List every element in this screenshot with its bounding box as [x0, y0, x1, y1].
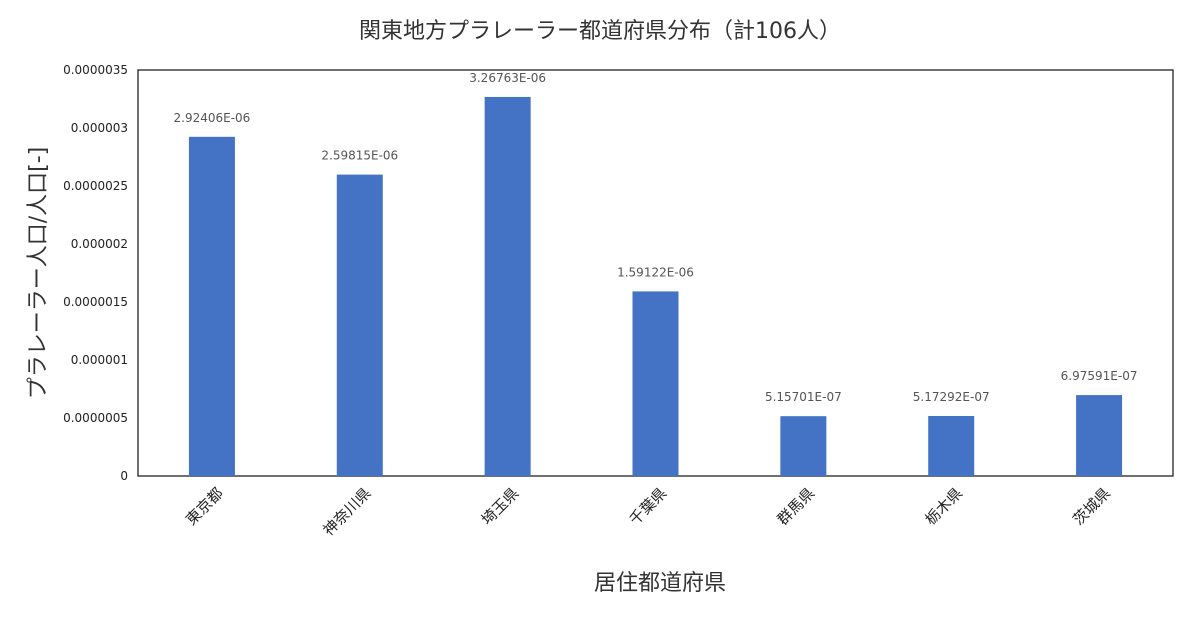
x-tick-label: 茨城県 — [1069, 484, 1114, 529]
y-tick-label: 0.0000025 — [63, 179, 128, 193]
y-tick-label: 0.0000015 — [63, 295, 128, 309]
chart-title: 関東地方プラレーラー都道府県分布（計106人） — [359, 19, 841, 44]
data-label: 6.97591E-07 — [1061, 369, 1138, 383]
bar — [1076, 395, 1123, 476]
y-tick-label: 0.000001 — [71, 353, 128, 367]
data-labels: 2.92406E-06 2.59815E-06 3.26763E-06 1.59122… — [174, 71, 1138, 404]
x-axis: 東京都 神奈川県 埼玉県 千葉県 群馬県 栃木県 茨城県 — [182, 484, 1114, 539]
y-tick-label: 0.0000035 — [63, 63, 128, 77]
bar — [928, 415, 975, 476]
x-tick-label: 神奈川県 — [319, 484, 374, 539]
data-label: 2.59815E-06 — [321, 149, 398, 163]
bars — [188, 96, 1123, 477]
y-tick-label: 0.000002 — [71, 237, 128, 251]
bar — [484, 96, 531, 476]
y-tick-label: 0 — [120, 469, 128, 483]
x-tick-label: 群馬県 — [774, 484, 819, 529]
data-label: 2.92406E-06 — [174, 111, 251, 125]
x-tick-label: 埼玉県 — [478, 484, 523, 529]
data-label: 5.17292E-07 — [913, 390, 990, 404]
bar — [188, 136, 235, 477]
bar — [336, 174, 383, 476]
y-axis: 0 0.0000005 0.000001 0.0000015 0.000002 0.000… — [63, 63, 128, 483]
y-axis-title: プラレーラー人口/人口[-] — [26, 147, 51, 400]
data-label: 1.59122E-06 — [617, 265, 694, 279]
data-label: 5.15701E-07 — [765, 390, 842, 404]
data-label: 3.26763E-06 — [469, 71, 546, 85]
bar — [780, 416, 827, 476]
x-tick-label: 栃木県 — [921, 484, 966, 529]
x-axis-title: 居住都道府県 — [594, 571, 726, 596]
bar — [632, 291, 679, 476]
y-tick-label: 0.0000005 — [63, 411, 128, 425]
x-tick-label: 東京都 — [182, 484, 227, 529]
x-tick-label: 千葉県 — [626, 484, 671, 529]
y-tick-label: 0.000003 — [71, 121, 128, 135]
